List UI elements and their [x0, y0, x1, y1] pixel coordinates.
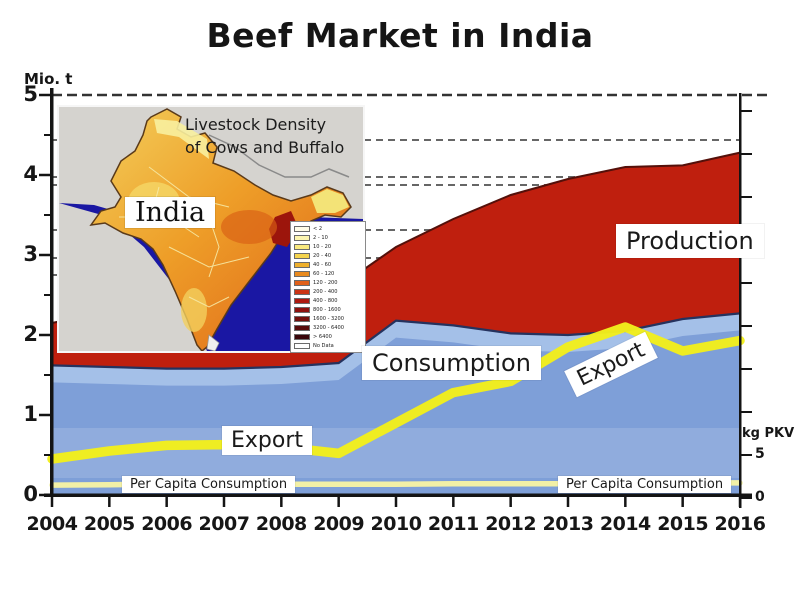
left-axis-tick-label: 1 — [23, 402, 38, 426]
legend-swatch — [294, 342, 310, 349]
right-axis-line — [739, 93, 742, 508]
legend-row: 800 - 1600 — [294, 306, 362, 313]
legend-swatch — [294, 252, 310, 259]
x-axis-tick-label: 2014 — [599, 513, 651, 535]
x-axis-tick-label: 2016 — [714, 513, 766, 535]
legend-label: 3200 - 6400 — [313, 324, 345, 331]
legend-label: 60 - 120 — [313, 270, 335, 277]
legend-label: 20 - 40 — [313, 252, 332, 259]
india-map-inset: Livestock Density of Cows and Buffalo In… — [57, 105, 366, 353]
x-axis-tick-label: 2008 — [255, 513, 307, 535]
production-label: Production — [616, 224, 764, 258]
legend-row: < 2 — [294, 225, 362, 232]
x-axis-tick-label: 2015 — [657, 513, 709, 535]
legend-row: 120 - 200 — [294, 279, 362, 286]
legend-swatch — [294, 234, 310, 241]
legend-row: > 6400 — [294, 333, 362, 340]
patch-northeast-yellow — [311, 189, 349, 213]
left-axis-tick-label: 3 — [23, 242, 38, 266]
legend-swatch — [294, 261, 310, 268]
legend-swatch — [294, 243, 310, 250]
legend-swatch — [294, 315, 310, 322]
india-map — [59, 108, 363, 351]
legend-swatch — [294, 225, 310, 232]
left-axis-tick-label: 0 — [23, 482, 38, 506]
per-capita-label-right: Per Capita Consumption — [558, 476, 732, 493]
nepal-border — [208, 134, 350, 178]
left-axis-tick-label: 2 — [23, 322, 38, 346]
legend-row: 200 - 400 — [294, 288, 362, 295]
consumption-light-band — [52, 428, 740, 478]
left-axis-line — [50, 88, 54, 497]
left-axis-unit: Mio. t — [24, 70, 73, 88]
right-axis-tick-label: 0 — [755, 489, 765, 505]
legend-row: 20 - 40 — [294, 252, 362, 259]
legend-label: 1600 - 3200 — [313, 315, 345, 322]
legend-row: 60 - 120 — [294, 270, 362, 277]
legend-row: 10 - 20 — [294, 243, 362, 250]
map-inset-title: Livestock Density of Cows and Buffalo — [185, 113, 365, 159]
export-label: Export — [222, 426, 313, 455]
legend-swatch — [294, 279, 310, 286]
left-axis-tick-label: 4 — [23, 162, 38, 186]
india-country-label: India — [125, 197, 216, 228]
legend-row: 40 - 60 — [294, 261, 362, 268]
x-axis-tick-label: 2011 — [427, 513, 479, 535]
right-axis-tick-label: 5 — [755, 446, 765, 462]
per-capita-label-left: Per Capita Consumption — [122, 476, 296, 493]
consumption-label: Consumption — [362, 346, 541, 380]
legend-row: No Data — [294, 342, 362, 349]
x-axis-tick-label: 2012 — [485, 513, 537, 535]
x-axis-tick-label: 2006 — [141, 513, 193, 535]
legend-label: 800 - 1600 — [313, 306, 341, 313]
map-legend: < 2 2 - 10 10 - 20 20 - 40 40 - 60 60 - 120 12… — [290, 221, 366, 353]
legend-label: < 2 — [313, 225, 323, 232]
sri-lanka — [206, 334, 220, 351]
patch-north-pale — [154, 119, 209, 159]
legend-swatch — [294, 324, 310, 331]
legend-row: 3200 - 6400 — [294, 324, 362, 331]
map-title-line2: of Cows and Buffalo — [185, 138, 345, 158]
x-axis-tick-label: 2005 — [83, 513, 135, 535]
legend-label: 400 - 800 — [313, 297, 338, 304]
x-axis-line — [44, 493, 752, 497]
right-axis-unit: kg PKV — [742, 426, 795, 441]
legend-row: 1600 - 3200 — [294, 315, 362, 322]
export-line — [47, 322, 745, 464]
legend-row: 400 - 800 — [294, 297, 362, 304]
india-shape — [89, 108, 352, 351]
consumption-top-highlight — [52, 313, 740, 386]
patch-east-orange — [221, 210, 277, 244]
legend-swatch — [294, 297, 310, 304]
legend-label: > 6400 — [313, 333, 332, 340]
legend-label: 10 - 20 — [313, 243, 332, 250]
legend-swatch — [294, 333, 310, 340]
left-axis-tick-label: 5 — [23, 82, 38, 106]
legend-label: 40 - 60 — [313, 261, 332, 268]
legend-swatch — [294, 306, 310, 313]
legend-swatch — [294, 288, 310, 295]
legend-label: 200 - 400 — [313, 288, 338, 295]
legend-swatch — [294, 270, 310, 277]
x-axis-tick-label: 2010 — [370, 513, 422, 535]
x-axis-tick-label: 2009 — [313, 513, 365, 535]
legend-label: 2 - 10 — [313, 234, 328, 241]
x-axis-tick-label: 2004 — [26, 513, 78, 535]
legend-label: No Data — [313, 342, 334, 349]
legend-row: 2 - 10 — [294, 234, 362, 241]
x-axis-tick-label: 2007 — [198, 513, 250, 535]
legend-label: 120 - 200 — [313, 279, 338, 286]
page-title: Beef Market in India — [206, 16, 594, 55]
x-axis-tick-label: 2013 — [542, 513, 594, 535]
map-title-line1: Livestock Density — [185, 115, 327, 134]
patch-south-yellow — [181, 288, 207, 332]
